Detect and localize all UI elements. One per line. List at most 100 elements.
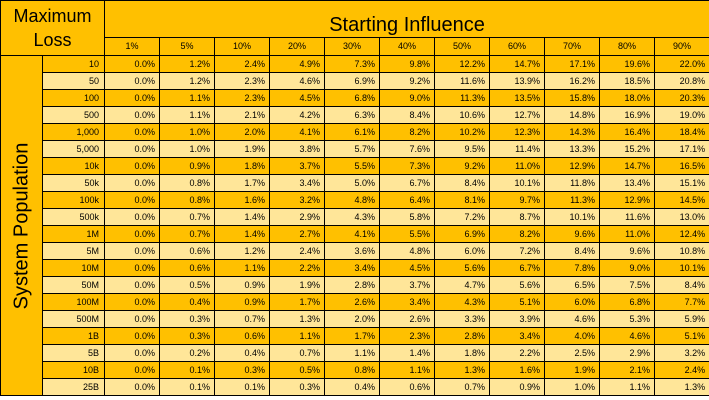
table-cell: 2.3% (379, 327, 436, 345)
row-header: 1M (41, 225, 106, 243)
table-cell: 10.6% (434, 106, 491, 124)
table-cell: 0.0% (104, 208, 161, 226)
row-header: 500 (41, 106, 106, 124)
table-cell: 16.9% (599, 106, 656, 124)
row-group-title: System Population (0, 55, 43, 396)
table-cell: 2.9% (269, 208, 326, 226)
table-cell: 3.4% (269, 174, 326, 192)
table-cell: 0.8% (324, 361, 381, 379)
table-cell: 2.4% (214, 55, 271, 73)
table-cell: 8.1% (434, 191, 491, 209)
corner-label-line2: Loss (33, 30, 72, 50)
table-cell: 3.8% (269, 140, 326, 158)
table-row: 10M 0.0% 0.6% 1.1% 2.2% 3.4% 4.5% 5.6% 6.7% 7.8% 9… (1, 259, 709, 277)
table-cell: 0.0% (104, 89, 161, 107)
table-cell: 6.7% (379, 174, 436, 192)
table-row: 100k 0.0% 0.8% 1.6% 3.2% 4.8% 6.4% 8.1% 9.7% 11.3… (1, 191, 709, 209)
column-header: 80% (599, 37, 656, 56)
table-cell: 1.8% (434, 344, 491, 362)
table-cell: 11.0% (599, 225, 656, 243)
table-cell: 6.0% (434, 242, 491, 260)
table-cell: 15.2% (599, 140, 656, 158)
table-cell: 0.0% (104, 361, 161, 379)
table-cell: 0.0% (104, 123, 161, 141)
table-cell: 9.8% (379, 55, 436, 73)
table-cell: 2.1% (214, 106, 271, 124)
table-cell: 4.7% (434, 276, 491, 294)
table-cell: 1.2% (159, 72, 216, 90)
row-header: 5,000 (41, 140, 106, 158)
column-header-row: 1% 5% 10% 20% 30% 40% 50% 60% 70% 80% 90% (1, 37, 709, 56)
table-cell: 1.7% (269, 293, 326, 311)
table-cell: 12.3% (489, 123, 546, 141)
table-cell: 1.1% (599, 378, 656, 396)
table-cell: 0.0% (104, 293, 161, 311)
table-row: 10B 0.0% 0.1% 0.3% 0.5% 0.8% 1.1% 1.3% 1.6% 1.9% 2… (1, 361, 709, 379)
table-row: 25B 0.0% 0.1% 0.1% 0.3% 0.4% 0.6% 0.7% 0.9% 1.0% 1… (1, 378, 709, 396)
row-header: 10 (41, 55, 106, 73)
table-cell: 0.6% (214, 327, 271, 345)
table-cell: 1.7% (214, 174, 271, 192)
table-cell: 5.9% (654, 310, 709, 328)
table-cell: 12.7% (489, 106, 546, 124)
table-cell: 0.7% (159, 208, 216, 226)
table-cell: 3.7% (269, 157, 326, 175)
column-header: 50% (434, 37, 491, 56)
table-cell: 8.2% (379, 123, 436, 141)
table-cell: 6.1% (324, 123, 381, 141)
table-cell: 12.2% (434, 55, 491, 73)
table-cell: 1.1% (379, 361, 436, 379)
table-cell: 16.4% (599, 123, 656, 141)
table-cell: 0.0% (104, 310, 161, 328)
table-cell: 0.0% (104, 225, 161, 243)
table-cell: 11.6% (599, 208, 656, 226)
table-cell: 1.1% (214, 259, 271, 277)
table-cell: 16.2% (544, 72, 601, 90)
row-header: 25B (41, 378, 106, 396)
corner-label-line1: Maximum (13, 6, 92, 26)
table-cell: 13.0% (654, 208, 709, 226)
table-cell: 11.3% (544, 191, 601, 209)
table-cell: 1.4% (379, 344, 436, 362)
table-row: 5M 0.0% 0.6% 1.2% 2.4% 3.6% 4.8% 6.0% 7.2% 8.4% 9.… (1, 242, 709, 260)
table-cell: 14.7% (489, 55, 546, 73)
table-cell: 6.0% (544, 293, 601, 311)
column-header: 20% (269, 37, 326, 56)
table-cell: 18.5% (599, 72, 656, 90)
table-cell: 9.6% (599, 242, 656, 260)
table-cell: 0.3% (159, 310, 216, 328)
table-row: 500M 0.0% 0.3% 0.7% 1.3% 2.0% 2.6% 3.3% 3.9% 4.6%… (1, 310, 709, 328)
table-cell: 5.5% (324, 157, 381, 175)
table-row: 50k 0.0% 0.8% 1.7% 3.4% 5.0% 6.7% 8.4% 10.1% 11.8… (1, 174, 709, 192)
table-cell: 6.7% (489, 259, 546, 277)
table-cell: 0.0% (104, 174, 161, 192)
table-row: 5B 0.0% 0.2% 0.4% 0.7% 1.1% 1.4% 1.8% 2.2% 2.5% 2.… (1, 344, 709, 362)
table-cell: 18.0% (599, 89, 656, 107)
table-cell: 2.5% (544, 344, 601, 362)
table-cell: 20.8% (654, 72, 709, 90)
table-cell: 0.3% (269, 378, 326, 396)
table-cell: 5.7% (324, 140, 381, 158)
table-cell: 2.3% (214, 72, 271, 90)
table-cell: 0.0% (104, 191, 161, 209)
table-cell: 3.3% (434, 310, 491, 328)
table-cell: 10.2% (434, 123, 491, 141)
table-cell: 0.0% (104, 327, 161, 345)
table-cell: 5.1% (489, 293, 546, 311)
table-cell: 10.8% (654, 242, 709, 260)
row-group-title-text: System Population (10, 142, 32, 309)
table-cell: 1.0% (159, 123, 216, 141)
row-header: 100k (41, 191, 106, 209)
table-cell: 1.1% (159, 89, 216, 107)
table-cell: 1.0% (159, 140, 216, 158)
table-cell: 16.5% (654, 157, 709, 175)
table-cell: 0.2% (159, 344, 216, 362)
table-cell: 0.0% (104, 378, 161, 396)
column-group-title: Starting Influence (104, 0, 709, 38)
table-cell: 0.8% (159, 191, 216, 209)
table-cell: 1.3% (654, 378, 709, 396)
table-cell: 2.8% (324, 276, 381, 294)
table-cell: 7.2% (489, 242, 546, 260)
table-cell: 8.2% (489, 225, 546, 243)
